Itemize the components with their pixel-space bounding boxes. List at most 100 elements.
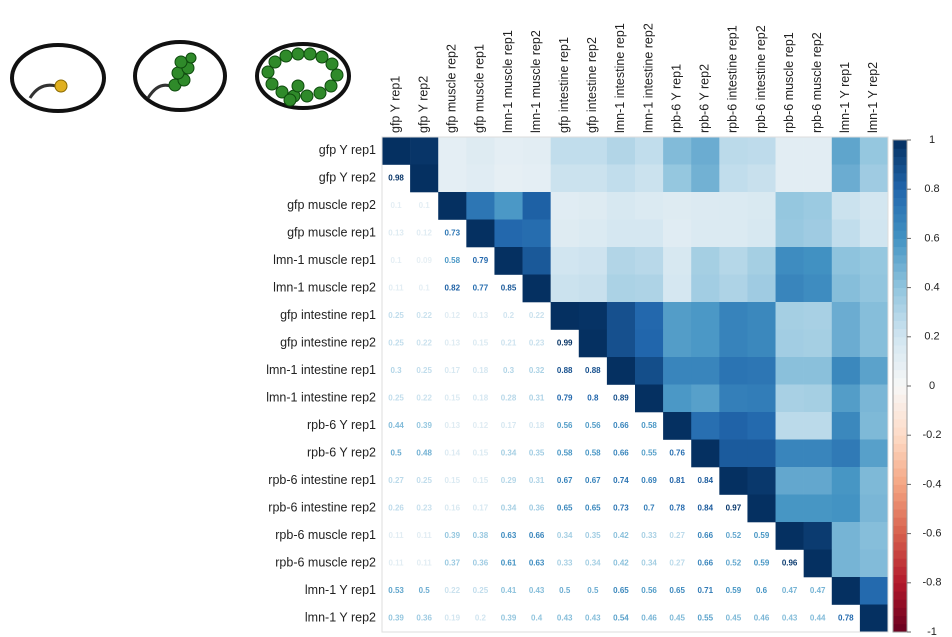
heatmap-cell bbox=[663, 302, 692, 330]
heatmap-cell bbox=[719, 302, 748, 330]
heatmap-cell bbox=[859, 329, 889, 358]
cell-value: 0.22 bbox=[529, 311, 545, 320]
cell-value: 0.79 bbox=[557, 393, 573, 402]
diagonal-cell bbox=[578, 329, 608, 358]
heatmap-cell bbox=[775, 439, 804, 468]
cell-value: 0.43 bbox=[782, 613, 798, 622]
colorbar-tick-label: 1 bbox=[929, 134, 935, 146]
heatmap-cell bbox=[803, 357, 833, 385]
cell-value: 0.2 bbox=[475, 613, 487, 622]
cell-value: 0.39 bbox=[388, 613, 404, 622]
cell-value: 0.78 bbox=[838, 613, 854, 622]
cell-value: 0.58 bbox=[585, 448, 601, 457]
heatmap-cell bbox=[831, 247, 861, 275]
cell-value: 0.22 bbox=[416, 338, 432, 347]
colorbar-segment bbox=[893, 328, 907, 338]
cell-value: 0.34 bbox=[557, 531, 573, 540]
colorbar-segment bbox=[893, 615, 907, 625]
row-label: gfp muscle rep1 bbox=[287, 226, 376, 240]
cell-value: 0.63 bbox=[501, 531, 517, 540]
cell-value: 0.63 bbox=[529, 558, 545, 567]
cell-value: 0.56 bbox=[585, 421, 601, 430]
cell-value: 0.97 bbox=[726, 503, 742, 512]
heatmap-cell bbox=[747, 219, 776, 248]
col-label: lmn-1 muscle rep2 bbox=[529, 30, 543, 133]
heatmap-cell bbox=[522, 137, 551, 165]
cell-value: 0.3 bbox=[503, 366, 515, 375]
heatmap-cell bbox=[803, 302, 833, 330]
cell-value: 0.43 bbox=[557, 613, 573, 622]
row-label: lmn-1 Y rep2 bbox=[305, 611, 376, 625]
cell-value: 0.22 bbox=[444, 586, 460, 595]
heatmap-cell bbox=[803, 192, 833, 220]
cell-value: 0.46 bbox=[754, 613, 770, 622]
heatmap-cell bbox=[803, 384, 833, 413]
heatmap-cell bbox=[859, 467, 889, 495]
heatmap-cell bbox=[663, 137, 692, 165]
heatmap-cell bbox=[747, 192, 776, 220]
diagonal-cell bbox=[635, 384, 664, 413]
col-label: lmn-1 Y rep1 bbox=[838, 62, 852, 133]
colorbar-segment bbox=[893, 246, 907, 256]
cell-value: 0.5 bbox=[390, 448, 402, 457]
row-label: rpb-6 Y rep2 bbox=[307, 446, 376, 460]
heatmap-cell bbox=[522, 219, 551, 248]
cell-value: 0.2 bbox=[503, 311, 515, 320]
cell-value: 0.44 bbox=[810, 613, 826, 622]
cell-value: 0.55 bbox=[641, 448, 657, 457]
cell-value: 0.11 bbox=[417, 531, 433, 540]
colorbar-segment bbox=[893, 295, 907, 305]
colorbar-segment bbox=[893, 254, 907, 264]
cell-value: 0.84 bbox=[697, 503, 713, 512]
cell-value: 0.34 bbox=[585, 558, 601, 567]
cell-value: 0.12 bbox=[444, 311, 460, 320]
cell-value: 0.31 bbox=[529, 476, 545, 485]
col-label: rpb-6 intestine rep2 bbox=[754, 25, 768, 133]
heatmap-cell bbox=[831, 357, 861, 385]
cell-value: 0.11 bbox=[388, 558, 404, 567]
colorbar-segment bbox=[893, 172, 907, 182]
cell-value: 0.22 bbox=[416, 393, 432, 402]
heatmap-cell bbox=[803, 274, 833, 303]
heatmap-cell bbox=[831, 494, 861, 523]
heatmap-cell bbox=[635, 357, 664, 385]
col-label: rpb-6 Y rep1 bbox=[669, 64, 683, 133]
cell-value: 0.15 bbox=[473, 448, 489, 457]
heatmap-cell bbox=[466, 192, 495, 220]
cell-value: 0.54 bbox=[613, 613, 629, 622]
row-label: gfp intestine rep2 bbox=[280, 336, 376, 350]
cell-value: 0.35 bbox=[529, 448, 545, 457]
heatmap-cell bbox=[803, 467, 833, 495]
cell-value: 0.56 bbox=[557, 421, 573, 430]
cell-value: 0.81 bbox=[669, 476, 685, 485]
cell-value: 0.11 bbox=[388, 531, 404, 540]
cell-value: 0.59 bbox=[754, 558, 770, 567]
colorbar-segment bbox=[893, 279, 907, 289]
heatmap-cell bbox=[663, 192, 692, 220]
cell-value: 0.56 bbox=[641, 586, 657, 595]
cell-value: 0.69 bbox=[641, 476, 657, 485]
cell-value: 0.09 bbox=[416, 256, 432, 265]
heatmap-cell bbox=[663, 247, 692, 275]
heatmap-cell bbox=[859, 302, 889, 330]
colorbar-segment bbox=[893, 164, 907, 174]
colorbar-tick-label: -0.8 bbox=[923, 577, 942, 589]
heatmap-cell bbox=[747, 137, 776, 165]
diagonal-cell bbox=[382, 137, 411, 165]
heatmap-cell bbox=[831, 467, 861, 495]
heatmap-cell bbox=[522, 247, 551, 275]
col-label: gfp muscle rep1 bbox=[473, 44, 487, 133]
cell-value: 0.13 bbox=[388, 228, 404, 237]
heatmap-cell bbox=[859, 494, 889, 523]
heatmap-cell bbox=[635, 247, 664, 275]
colorbar-tick-label: -1 bbox=[927, 626, 937, 637]
diagonal-cell bbox=[775, 522, 804, 550]
heatmap-cell bbox=[578, 302, 608, 330]
heatmap-cell bbox=[719, 412, 748, 440]
cell-value: 0.23 bbox=[416, 503, 432, 512]
heatmap-cell bbox=[859, 439, 889, 468]
cell-value: 0.25 bbox=[388, 338, 404, 347]
colorbar-segment bbox=[893, 484, 907, 494]
colorbar-segment bbox=[893, 263, 907, 272]
heatmap-cell bbox=[859, 192, 889, 220]
